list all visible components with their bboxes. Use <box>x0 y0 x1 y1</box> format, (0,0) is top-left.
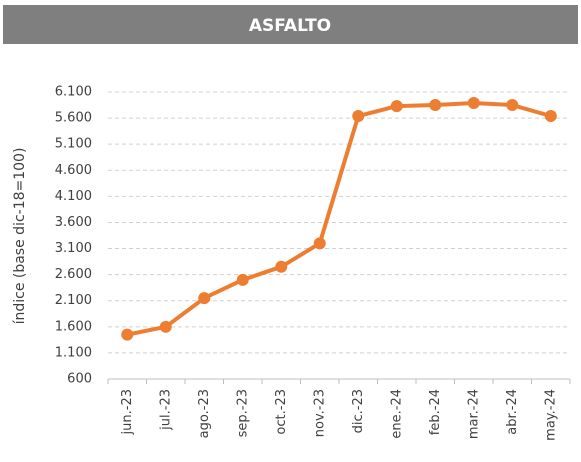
y-tick-label: 5.600 <box>55 111 92 126</box>
x-tick-label: abr.-24 <box>505 389 520 435</box>
y-tick-label: 3.600 <box>55 215 92 230</box>
x-tick-label: mar.-24 <box>466 389 481 439</box>
y-axis-label: índice (base dic-18=100) <box>12 148 28 325</box>
x-tick-label: jul.-23 <box>158 389 173 431</box>
x-tick-label: jun.-23 <box>120 389 135 435</box>
title-banner <box>3 5 578 44</box>
marker <box>544 110 557 123</box>
y-tick-label: 600 <box>67 372 92 387</box>
marker <box>390 100 403 113</box>
marker <box>275 260 288 273</box>
x-tick-label: dic.-23 <box>351 389 366 433</box>
y-tick-label: 5.100 <box>55 137 92 152</box>
x-tick-label: nov.-23 <box>312 389 327 437</box>
x-tick-label: oct.-23 <box>274 389 289 435</box>
y-tick-label: 2.600 <box>55 267 92 282</box>
marker <box>467 96 480 109</box>
marker <box>159 320 172 333</box>
y-tick-label: 4.100 <box>55 189 92 204</box>
marker <box>352 110 365 123</box>
marker <box>236 273 249 286</box>
y-tick-label: 1.600 <box>55 319 92 334</box>
x-tick-label: sep.-23 <box>235 389 250 437</box>
marker <box>506 99 519 112</box>
chart-title: ASFALTO <box>249 16 331 36</box>
marker <box>429 99 442 112</box>
line <box>126 100 552 337</box>
x-tick-label: ago.-23 <box>197 389 212 438</box>
marker <box>313 237 326 250</box>
y-tick-label: 1.100 <box>55 345 92 360</box>
y-tick-label: 2.100 <box>55 293 92 308</box>
y-tick-label: 4.600 <box>55 163 92 178</box>
marker <box>121 328 134 341</box>
x-tick-label: may.-24 <box>543 389 558 441</box>
y-tick-label: 6.100 <box>55 85 92 100</box>
marker <box>198 292 211 305</box>
x-tick-label: ene.-24 <box>389 389 404 439</box>
x-tick-label: feb.-24 <box>428 389 443 435</box>
y-tick-label: 3.100 <box>55 241 92 256</box>
